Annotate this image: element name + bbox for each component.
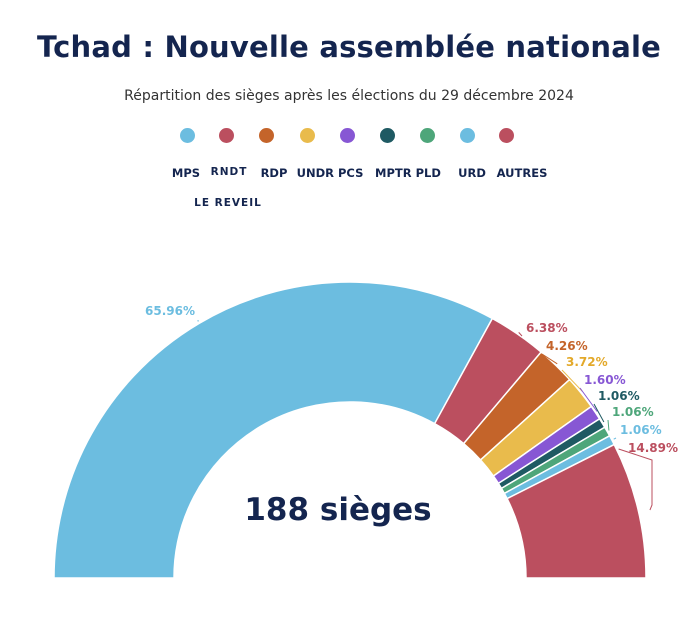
chart-subtitle: Répartition des sièges après les électio… xyxy=(124,88,574,104)
leader-line-7 xyxy=(613,437,617,440)
slice-label-2: 4.26% xyxy=(546,339,588,353)
slice-label-6: 1.06% xyxy=(612,405,654,419)
slice-label-7: 1.06% xyxy=(620,423,662,437)
slice-8 xyxy=(506,443,647,579)
slice-label-5: 1.06% xyxy=(598,389,640,403)
slice-label-3: 3.72% xyxy=(566,355,608,369)
slice-label-1: 6.38% xyxy=(526,321,568,335)
leader-line-1 xyxy=(518,332,523,337)
total-seats-label: 188 sièges xyxy=(244,492,431,528)
slice-label-4: 1.60% xyxy=(584,373,626,387)
leader-line-4 xyxy=(579,387,598,412)
leader-line-3 xyxy=(561,369,583,392)
slice-label-0: 65.96% xyxy=(145,304,195,318)
leader-line-8 xyxy=(618,448,653,511)
leader-line-5 xyxy=(593,403,605,423)
slice-0 xyxy=(53,281,494,579)
slice-label-8: 14.89% xyxy=(628,441,678,455)
leader-line-6 xyxy=(607,419,610,431)
chart-title: Tchad : Nouvelle assemblée nationale xyxy=(36,30,662,64)
leader-line-2 xyxy=(541,353,558,365)
